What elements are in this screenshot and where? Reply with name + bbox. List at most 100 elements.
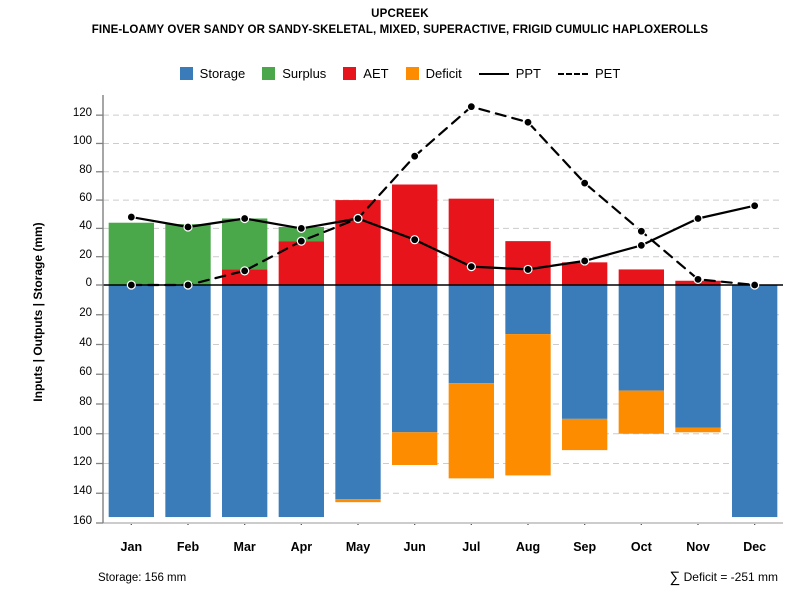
y-tick-label-up-0: 0 <box>85 277 92 289</box>
bar-storage-jan <box>108 285 154 518</box>
legend-swatch-surplus-icon <box>262 67 276 80</box>
marker-pet-jan <box>126 280 136 290</box>
y-tick-label-down-120: 120 <box>72 455 92 468</box>
y-tick-label-up-40: 40 <box>79 220 92 233</box>
bar-deficit-aug <box>505 334 551 476</box>
marker-ppt-apr <box>296 223 306 233</box>
marker-pet-oct <box>636 226 646 236</box>
x-axis-label-sep: Sep <box>573 540 597 554</box>
y-tick-label-up-100: 100 <box>72 135 92 148</box>
deficit-total-text: Deficit = -251 mm <box>683 570 778 584</box>
marker-pet-mar <box>240 266 250 276</box>
legend-item-deficit[interactable]: Deficit <box>405 66 462 81</box>
bar-storage-apr <box>278 285 324 518</box>
y-tick-label-down-80: 80 <box>79 396 92 408</box>
bar-surplus-jan <box>108 222 154 285</box>
x-axis-label-aug: Aug <box>515 540 541 554</box>
legend-item-aet[interactable]: AET <box>343 66 389 81</box>
marker-ppt-mar <box>240 213 250 224</box>
legend-swatch-deficit-icon <box>405 67 419 80</box>
bar-aet-sep <box>562 262 608 285</box>
x-axis-label-jun: Jun <box>403 540 426 554</box>
marker-pet-jun <box>410 151 420 161</box>
legend-line-pet-icon <box>558 67 589 80</box>
bar-deficit-jun <box>392 432 438 465</box>
bar-deficit-may <box>335 499 381 503</box>
marker-ppt-oct <box>636 240 646 250</box>
marker-ppt-sep <box>580 256 590 266</box>
bar-surplus-mar <box>222 218 268 270</box>
marker-ppt-jan <box>126 212 136 222</box>
bar-storage-dec <box>732 285 778 518</box>
marker-ppt-aug <box>523 264 533 275</box>
line-ppt <box>130 204 756 271</box>
bar-storage-jul <box>448 285 494 384</box>
deficit-total-note: ∑ Deficit = -251 mm <box>670 569 778 586</box>
chart-svg <box>96 95 783 525</box>
x-axis-label-jan: Jan <box>120 540 143 554</box>
legend-item-ppt[interactable]: PPT <box>478 66 542 81</box>
y-axis-label: Inputs | Outputs | Storage (mm) <box>31 222 45 402</box>
bar-aet-oct <box>618 269 664 285</box>
bar-deficit-jul <box>448 383 494 479</box>
marker-pet-aug <box>523 117 533 127</box>
x-axis-label-may: May <box>345 540 371 554</box>
chart-title-block: UPCREEK FINE-LOAMY OVER SANDY OR SANDY-S… <box>0 6 800 39</box>
marker-pet-feb <box>183 280 193 290</box>
x-axis-label-jul: Jul <box>462 540 481 554</box>
y-tick-label-up-20: 20 <box>79 248 92 261</box>
x-axis-label-mar: Mar <box>233 540 256 554</box>
marker-pet-nov <box>693 274 703 284</box>
sigma-icon: ∑ <box>669 569 681 586</box>
marker-ppt-jul <box>466 262 476 272</box>
y-tick-label-down-40: 40 <box>79 336 92 349</box>
marker-pet-jul <box>466 102 476 112</box>
marker-pet-sep <box>580 178 590 188</box>
legend-item-pet[interactable]: PET <box>558 66 620 81</box>
legend-label: Surplus <box>282 66 327 81</box>
plot-area <box>0 95 800 525</box>
y-tick-label-down-100: 100 <box>72 425 92 438</box>
bar-storage-mar <box>222 285 268 518</box>
marker-pet-dec <box>750 280 760 290</box>
marker-ppt-dec <box>750 201 760 211</box>
line-pet <box>130 105 756 287</box>
bar-deficit-sep <box>562 418 608 451</box>
bar-aet-may <box>335 200 381 285</box>
legend-label: AET <box>363 66 389 81</box>
x-axis-label-oct: Oct <box>630 540 652 554</box>
legend-item-storage[interactable]: Storage <box>179 66 246 81</box>
marker-ppt-feb <box>183 222 193 232</box>
bar-storage-may <box>335 285 381 500</box>
bar-storage-aug <box>505 285 551 335</box>
page-subtitle: FINE-LOAMY OVER SANDY OR SANDY-SKELETAL,… <box>91 24 709 36</box>
bar-deficit-nov <box>675 427 721 433</box>
legend-item-surplus[interactable]: Surplus <box>262 66 326 81</box>
y-tick-label-down-160: 160 <box>72 515 92 527</box>
bar-storage-jun <box>392 285 438 433</box>
bar-aet-aug <box>505 241 551 285</box>
legend-swatch-storage-icon <box>179 67 193 80</box>
legend-label: Storage <box>199 66 246 81</box>
legend-label: PPT <box>515 66 542 81</box>
legend-label: Deficit <box>425 66 462 81</box>
marker-ppt-jun <box>410 235 420 245</box>
bar-storage-feb <box>165 285 211 518</box>
legend-swatch-aet-icon <box>343 67 357 80</box>
marker-ppt-nov <box>693 213 703 224</box>
x-axis-label-feb: Feb <box>176 540 200 554</box>
x-axis-tick-labels: Jan Feb Mar Apr May Jun Jul Aug Sep Oct Nov Dec <box>0 540 800 560</box>
x-axis-label-nov: Nov <box>686 540 710 554</box>
marker-pet-apr <box>296 236 306 246</box>
y-tick-label-down-20: 20 <box>79 306 92 319</box>
x-axis-label-dec: Dec <box>743 540 767 554</box>
storage-capacity-note: Storage: 156 mm <box>98 572 187 584</box>
y-tick-label-up-80: 80 <box>79 163 92 176</box>
legend-line-ppt-icon <box>478 67 509 80</box>
page-title: UPCREEK <box>371 8 429 20</box>
y-tick-label-up-120: 120 <box>72 107 92 120</box>
x-axis-label-apr: Apr <box>290 540 313 554</box>
y-tick-label-up-60: 60 <box>79 192 92 205</box>
bar-aet-jul <box>448 198 494 285</box>
